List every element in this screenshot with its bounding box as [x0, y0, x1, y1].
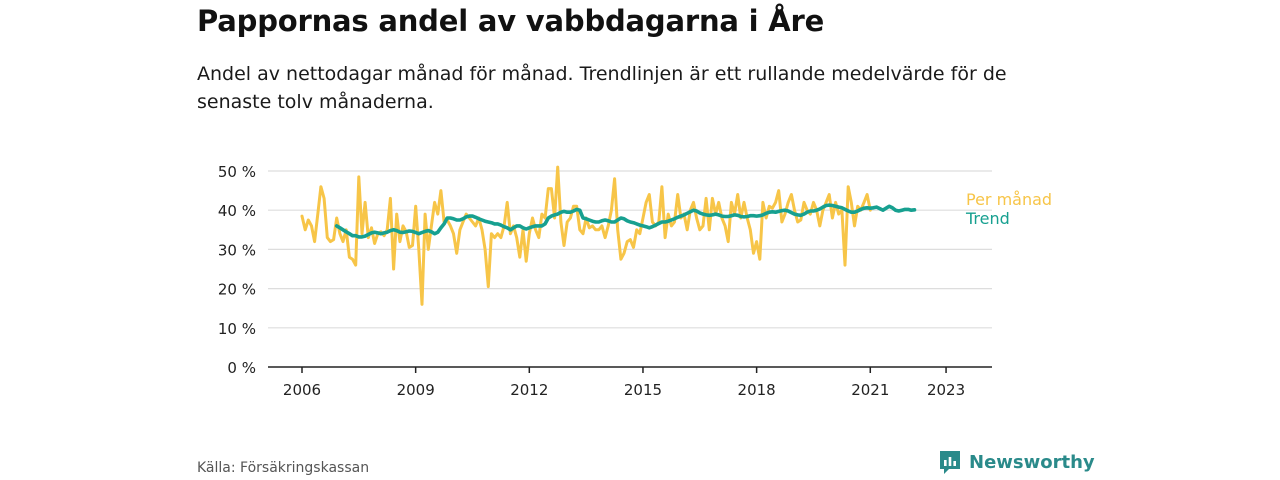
y-tick-label: 10 %	[218, 320, 256, 338]
series-line-trend	[334, 203, 917, 239]
x-tick-label: 2006	[283, 381, 321, 399]
source-note: Källa: Försäkringskassan	[197, 460, 370, 476]
y-tick-label: 20 %	[218, 281, 256, 299]
y-tick-label: 30 %	[218, 241, 256, 259]
series-line-per-manad	[300, 165, 872, 306]
brand-name: Newsworthy	[969, 452, 1095, 473]
brand-logo[interactable]: Newsworthy	[938, 449, 1095, 476]
newsworthy-logo-icon	[940, 451, 960, 474]
x-tick-label: 2009	[397, 381, 435, 399]
x-tick-label: 2018	[738, 381, 776, 399]
x-tick-label: 2012	[510, 381, 548, 399]
legend-label: Trend	[965, 209, 1010, 228]
x-tick-label: 2015	[624, 381, 662, 399]
chart-title: Pappornas andel av vabbdagarna i Åre	[197, 4, 825, 38]
legend-label: Per månad	[966, 190, 1052, 209]
y-tick-label: 50 %	[218, 163, 256, 181]
x-tick-label: 2021	[851, 381, 889, 399]
x-tick-label: 2023	[927, 381, 965, 399]
y-tick-label: 40 %	[218, 202, 256, 220]
chart-subtitle: Andel av nettodagar månad för månad. Tre…	[197, 63, 1007, 113]
y-tick-label: 0 %	[227, 359, 256, 377]
